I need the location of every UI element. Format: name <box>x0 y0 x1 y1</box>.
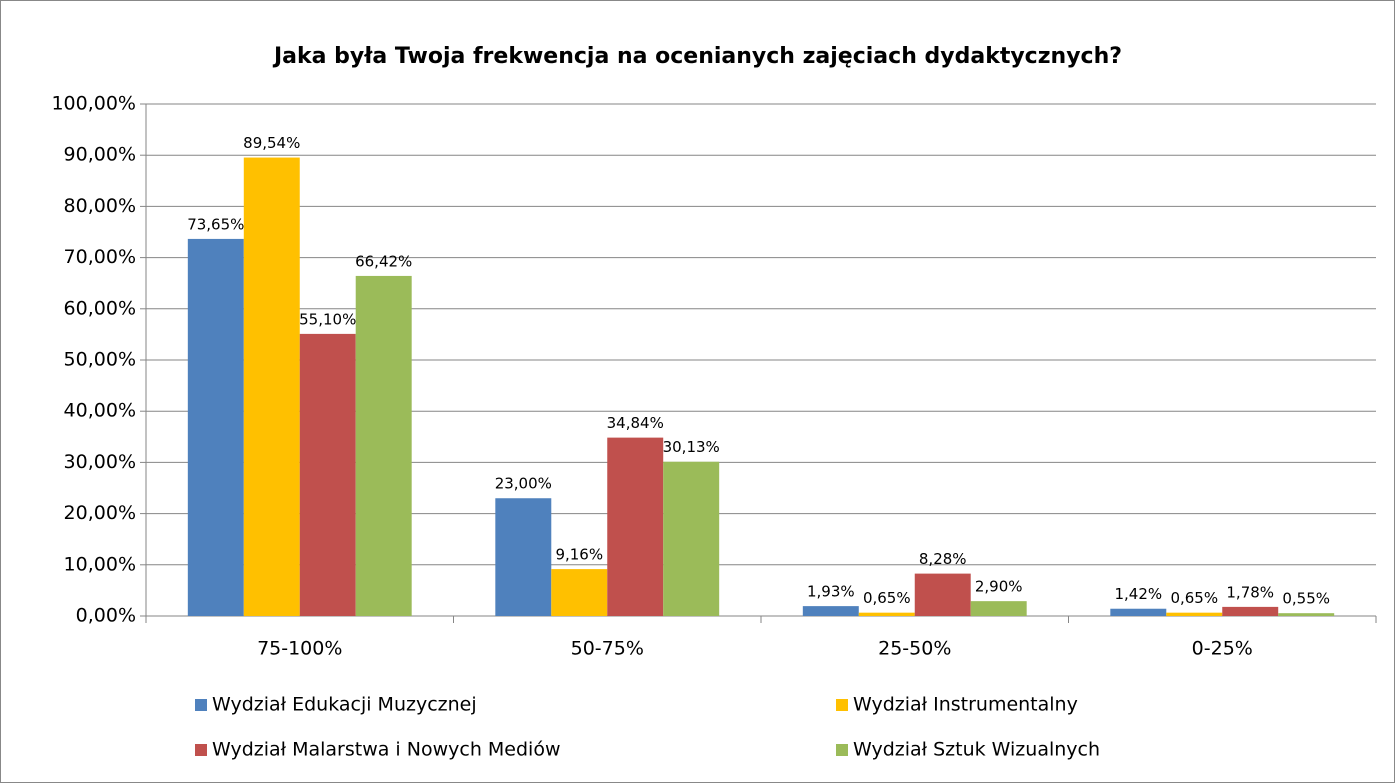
bar <box>858 612 915 616</box>
x-tick-label: 25-50% <box>878 638 951 660</box>
bar <box>1110 608 1167 616</box>
value-label: 1,78% <box>1226 583 1274 601</box>
value-label: 55,10% <box>299 310 356 328</box>
y-tick-label: 90,00% <box>64 144 136 166</box>
bar <box>243 157 300 616</box>
value-label: 8,28% <box>919 550 967 568</box>
value-label: 89,54% <box>243 134 300 152</box>
legend-label: Wydział Instrumentalny <box>853 694 1078 716</box>
value-label: 9,16% <box>555 546 603 564</box>
legend-swatch <box>836 699 848 711</box>
bar <box>495 498 552 616</box>
value-label: 0,65% <box>863 589 911 607</box>
bar <box>970 601 1027 616</box>
bar <box>1278 613 1335 616</box>
bar <box>551 569 608 616</box>
bar <box>914 573 971 616</box>
y-tick-label: 30,00% <box>64 451 136 473</box>
legend-swatch <box>836 744 848 756</box>
value-label: 1,93% <box>807 583 855 601</box>
bar <box>355 275 412 616</box>
y-tick-label: 60,00% <box>64 297 136 319</box>
x-tick-label: 50-75% <box>571 638 644 660</box>
bar <box>607 437 664 616</box>
y-tick-label: 80,00% <box>64 195 136 217</box>
bar <box>299 333 356 616</box>
value-label: 34,84% <box>607 414 664 432</box>
value-label: 1,42% <box>1114 585 1162 603</box>
legend-swatch <box>195 744 207 756</box>
value-label: 0,65% <box>1170 589 1218 607</box>
y-tick-label: 100,00% <box>51 93 136 115</box>
chart-title: Jaka była Twoja frekwencja na ocenianych… <box>272 44 1122 69</box>
x-tick-label: 0-25% <box>1192 638 1253 660</box>
bar <box>187 238 244 617</box>
y-tick-label: 40,00% <box>64 400 136 422</box>
legend-swatch <box>195 699 207 711</box>
y-tick-label: 20,00% <box>64 502 136 524</box>
y-tick-label: 70,00% <box>64 246 136 268</box>
x-tick-label: 75-100% <box>257 638 342 660</box>
bar <box>663 461 720 616</box>
legend-label: Wydział Sztuk Wizualnych <box>853 739 1100 761</box>
legend-label: Wydział Edukacji Muzycznej <box>212 694 477 716</box>
value-label: 0,55% <box>1282 590 1330 608</box>
bar <box>802 606 859 616</box>
legend-label: Wydział Malarstwa i Nowych Mediów <box>212 739 561 761</box>
bar <box>1166 612 1223 616</box>
y-tick-label: 50,00% <box>64 349 136 371</box>
y-tick-label: 0,00% <box>76 605 136 627</box>
y-tick-label: 10,00% <box>64 553 136 575</box>
value-label: 73,65% <box>187 215 244 233</box>
bar <box>1222 606 1279 616</box>
value-label: 2,90% <box>975 578 1023 596</box>
value-label: 66,42% <box>355 252 412 270</box>
value-label: 23,00% <box>495 475 552 493</box>
value-label: 30,13% <box>663 438 720 456</box>
